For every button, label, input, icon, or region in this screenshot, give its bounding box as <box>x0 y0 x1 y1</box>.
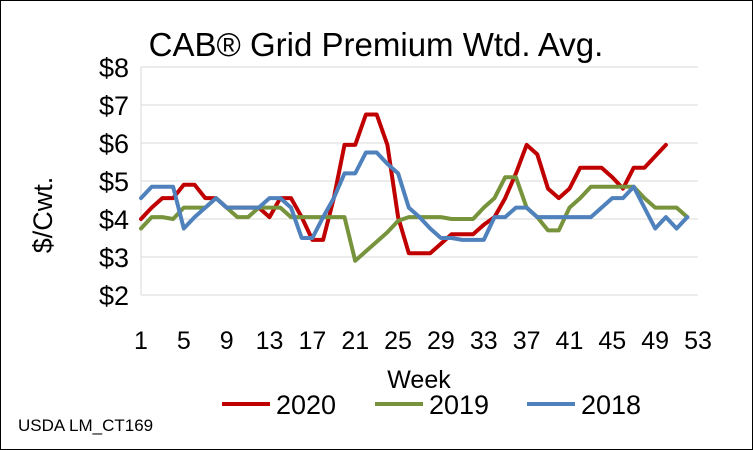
x-tick-label: 49 <box>641 327 669 355</box>
y-tick-label: $3 <box>99 243 129 273</box>
x-tick-label: 21 <box>341 327 369 355</box>
legend-label-2020: 2020 <box>276 390 336 420</box>
x-tick-label: 1 <box>134 327 148 355</box>
y-tick-label: $6 <box>99 129 129 159</box>
x-tick-label: 9 <box>220 327 234 355</box>
y-axis-tick-labels: $2 $3 $4 $5 $6 $7 $8 <box>99 53 129 311</box>
x-tick-label: 17 <box>298 327 326 355</box>
x-tick-label: 25 <box>384 327 412 355</box>
source-note: USDA LM_CT169 <box>18 416 153 435</box>
legend-label-2019: 2019 <box>429 390 489 420</box>
x-tick-label: 33 <box>470 327 498 355</box>
x-tick-label: 45 <box>598 327 626 355</box>
x-tick-label: 5 <box>177 327 191 355</box>
y-tick-label: $8 <box>99 53 129 83</box>
plot-area <box>140 67 698 296</box>
x-axis-label: Week <box>387 366 451 394</box>
x-tick-label: 41 <box>556 327 584 355</box>
y-axis-label: $/Cwt. <box>28 177 58 254</box>
x-tick-label: 37 <box>513 327 541 355</box>
x-axis-tick-labels: 1 5 9 13 17 21 25 29 33 37 41 45 49 53 <box>134 327 712 355</box>
series-lines <box>139 112 690 263</box>
y-tick-label: $2 <box>99 281 129 311</box>
legend-label-2018: 2018 <box>581 390 641 420</box>
series-line-2019 <box>139 175 690 263</box>
legend: 2020 2019 2018 <box>222 390 641 420</box>
y-tick-label: $7 <box>99 91 129 121</box>
x-tick-label: 13 <box>256 327 284 355</box>
chart-title: CAB® Grid Premium Wtd. Avg. <box>149 26 604 63</box>
y-tick-label: $4 <box>99 205 129 235</box>
y-tick-label: $5 <box>99 167 129 197</box>
series-line-2018 <box>139 150 690 242</box>
x-tick-label: 53 <box>684 327 712 355</box>
x-tick-label: 29 <box>427 327 455 355</box>
